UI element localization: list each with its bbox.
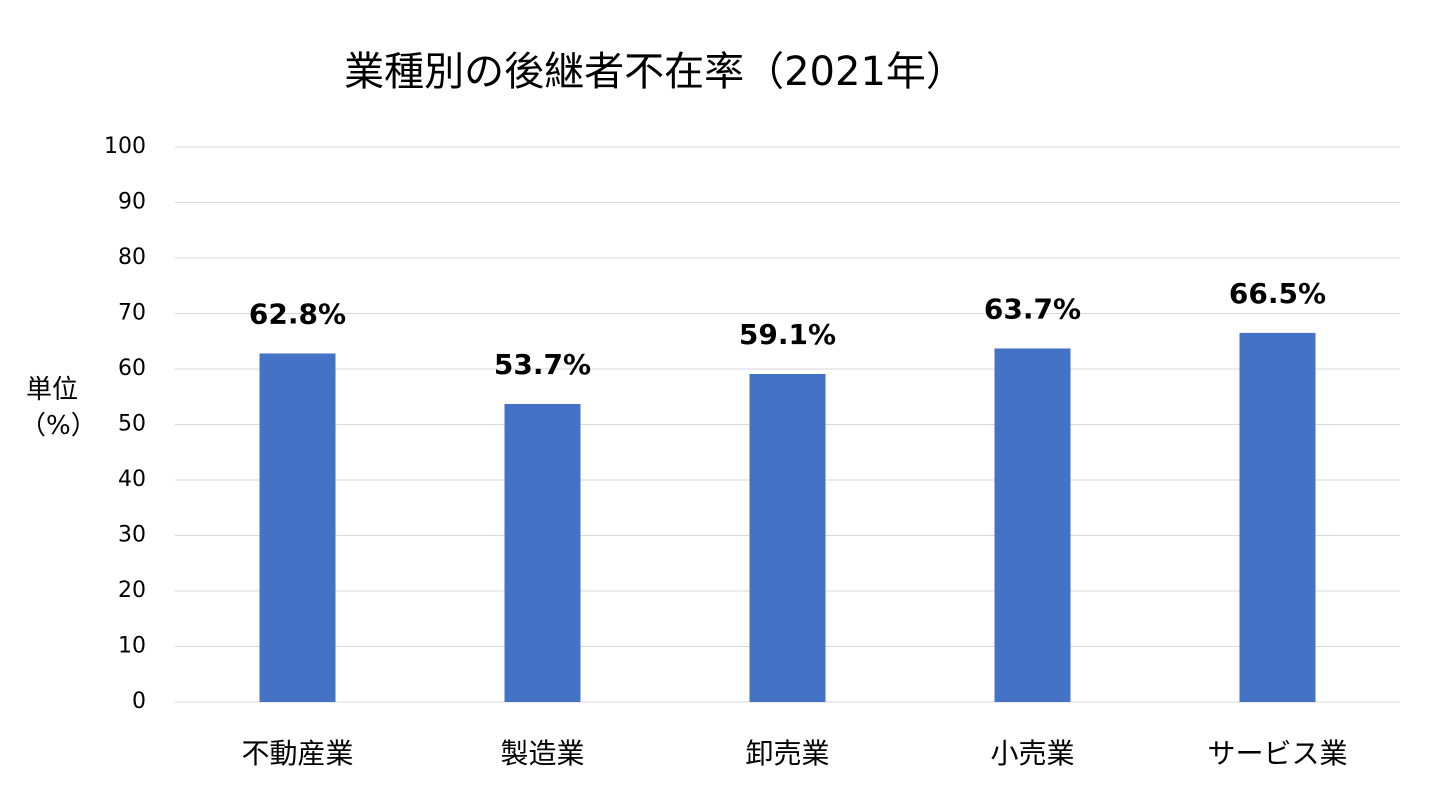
- y-tick-label: 70: [118, 301, 146, 326]
- x-tick-label: 卸売業: [745, 737, 829, 770]
- y-tick-label: 90: [118, 190, 146, 215]
- y-tick-label: 60: [118, 356, 146, 381]
- bar: [994, 348, 1071, 702]
- y-tick-label: 40: [118, 467, 146, 492]
- data-label: 59.1%: [739, 318, 836, 351]
- bar: [259, 353, 336, 702]
- x-tick-label: サービス業: [1207, 737, 1347, 770]
- y-tick-label: 30: [118, 523, 146, 548]
- chart-title: 業種別の後継者不在率（2021年）: [344, 49, 966, 95]
- x-tick-label: 製造業: [500, 737, 584, 770]
- bar: [504, 403, 581, 702]
- y-tick-label: 50: [118, 412, 146, 437]
- bar: [749, 373, 826, 702]
- y-tick-label: 0: [132, 689, 146, 714]
- data-label: 62.8%: [249, 297, 346, 330]
- x-tick-label: 小売業: [990, 737, 1074, 770]
- y-tick-label: 10: [118, 634, 146, 659]
- y-tick-label: 80: [118, 245, 146, 270]
- x-tick-label: 不動産業: [241, 737, 353, 770]
- y-tick-label: 20: [118, 578, 146, 603]
- bar: [1239, 332, 1316, 702]
- y-axis-label: 単位（%）: [20, 375, 97, 441]
- data-label: 63.7%: [984, 292, 1081, 325]
- y-tick-label: 100: [104, 134, 146, 159]
- data-label: 53.7%: [494, 348, 591, 381]
- data-label: 66.5%: [1229, 277, 1326, 310]
